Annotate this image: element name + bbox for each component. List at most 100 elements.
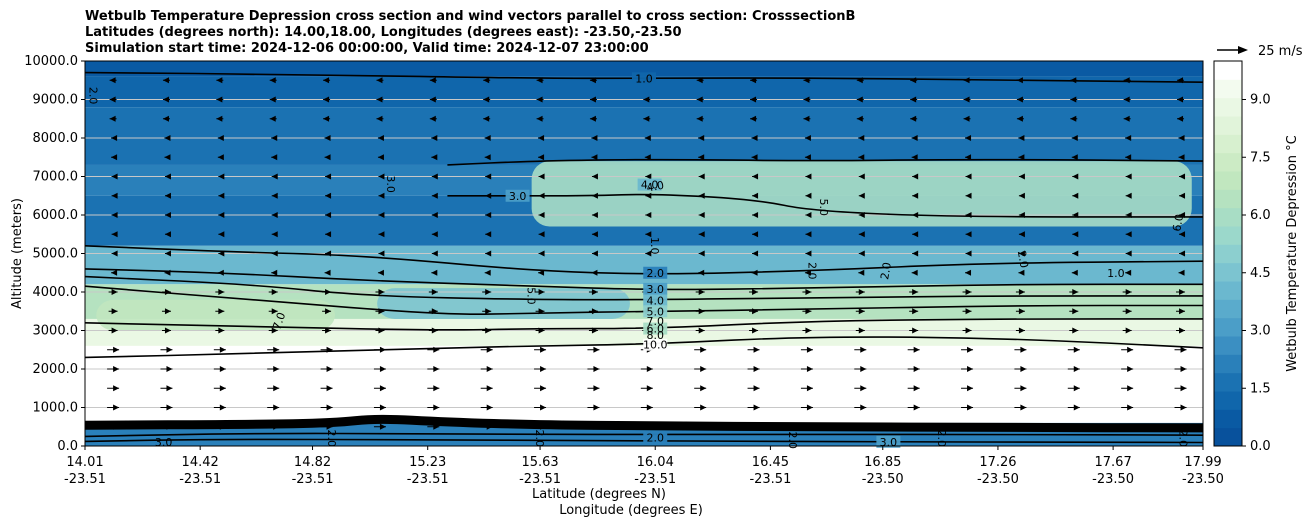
wind-arrow-head-69 [113,366,120,372]
wind-arrow-head-278 [218,192,225,199]
wind-arrow-head-371 [269,115,276,122]
y-tick-label-3: 3000.0 [33,324,79,339]
wind-arrow-head-79 [646,366,653,372]
colorbar-swatch-6 [1214,317,1242,337]
contour-line-3.0-4 [85,268,1203,291]
x-tick-lat-label-0: 14.01 [66,455,103,470]
inline-contour-label-7: 2.0 [1015,250,1031,269]
wind-arrow-head-89 [1180,366,1187,372]
wind-arrow-head-381 [803,115,810,122]
wind-arrow-head-413 [1284,97,1290,103]
wind-arrow-head-80 [700,366,707,372]
wind-arrow-head-328 [431,154,438,161]
wind-arrow-head-5 [379,423,386,430]
wind-arrow-head-259 [431,212,438,218]
wind-arrow-head-390 [1284,116,1290,122]
wind-arrow-head-338 [965,154,972,161]
chart-title-line-2: Latitudes (degrees north): 14.00,18.00, … [85,25,682,40]
wind-arrow-head-220 [805,250,812,257]
wind-arrow-head-48 [219,385,226,392]
wind-arrow-head-314 [912,173,919,180]
wind-arrow-head-242 [752,231,759,238]
wind-arrow-head-107 [913,346,920,353]
wind-arrow-head-57 [700,385,707,392]
wind-arrow-head-202 [1071,269,1078,276]
wind-arrow-head-50 [326,385,333,392]
wind-arrow-head-340 [1071,154,1078,161]
wind-arrow-head-36 [806,404,813,411]
wind-arrow-head-339 [1018,154,1025,161]
wind-arrow-head-411 [1177,96,1184,103]
colorbar-swatch-4 [1214,354,1242,374]
inline-contour-label-8: 1.0 [1107,267,1125,280]
wind-arrow-head-361 [965,135,972,141]
wind-arrow-head-262 [591,212,598,218]
wind-arrow-head-281 [378,192,385,199]
wind-arrow-head-37 [860,404,867,411]
wind-arrow-head-403 [750,96,757,103]
wind-arrow-head-289 [805,192,812,199]
wind-arrow-head-296 [1179,192,1186,199]
wind-arrow-head-347 [217,135,224,141]
wind-arrow-head-93 [166,346,173,353]
x-tick-lon-label-7: -23.50 [862,472,904,487]
wind-arrow-head-391 [109,96,116,103]
wind-arrow-head-398 [483,96,490,103]
wind-arrow-head-177 [965,289,972,295]
inline-contour-label-3: 1.0 [648,237,661,255]
wind-arrow-head-73 [326,366,333,372]
wind-arrow-head-332 [644,154,651,161]
y-tick-label-0: 0.0 [57,439,78,454]
colorbar-swatch-5 [1214,336,1242,355]
wind-arrow-head-30 [486,404,493,411]
wind-arrow-head-257 [325,212,332,218]
y-tick-label-9: 9000.0 [33,93,79,108]
wind-arrow-head-282 [431,192,438,199]
wind-arrow-head-94 [219,346,226,353]
wind-arrow-head-221 [858,250,865,257]
colorbar-tick-label-1: 1.5 [1250,381,1271,396]
contour-patch-2 [96,299,336,331]
x-tick-lon-label-0: -23.51 [64,472,106,487]
x-tick-lat-label-5: 16.04 [637,455,674,470]
x-tick-lat-label-3: 15.23 [409,455,446,470]
wind-arrow-head-360 [911,135,918,141]
contour-patch-0 [531,161,1192,227]
wind-arrow-head-326 [324,154,331,161]
wind-arrow-head-230 [111,231,118,238]
contour-label-9: 2.0 [646,432,664,445]
wind-arrow-head-356 [698,135,705,141]
wind-arrow-head-24 [166,404,173,411]
wind-arrow-head-365 [1178,135,1185,141]
contour-label-2: 4.0 [641,179,659,192]
wind-arrow-head-315 [965,173,972,180]
wind-arrow-head-255 [218,212,225,218]
wind-arrow-head-54 [540,385,547,392]
wind-arrow-head-142 [325,308,332,315]
wind-arrow-head-401 [643,96,650,103]
wind-arrow-head-383 [910,115,917,122]
wind-arrow-head-409 [1070,96,1077,103]
wind-arrow-head-25 [219,404,226,411]
wind-arrow-head-188 [324,269,331,276]
wind-arrow-head-38 [913,404,920,411]
wind-arrow-head-327 [377,154,384,161]
wind-arrow-head-354 [591,135,598,141]
wind-arrow-head-369 [162,115,169,122]
contour-line-4.0-5 [85,275,1203,301]
colorbar-tick-label-3: 4.5 [1250,266,1271,281]
wind-arrow-head-400 [589,96,596,103]
wind-arrow-head-248 [1072,231,1079,238]
colorbar-swatch-11 [1214,226,1242,245]
wind-arrow-head-161 [111,289,118,295]
wind-arrow-head-234 [325,231,332,238]
wind-arrow-head-277 [164,192,171,199]
wind-arrow-head-59 [806,385,813,392]
wind-arrow-head-110 [1073,346,1080,353]
wind-arrow-head-410 [1123,96,1130,103]
wind-arrow-head-158 [1179,308,1186,315]
wind-arrow-head-109 [1020,346,1027,353]
chart-title-line-1: Wetbulb Temperature Depression cross sec… [85,9,856,24]
wind-arrow-head-363 [1071,135,1078,141]
